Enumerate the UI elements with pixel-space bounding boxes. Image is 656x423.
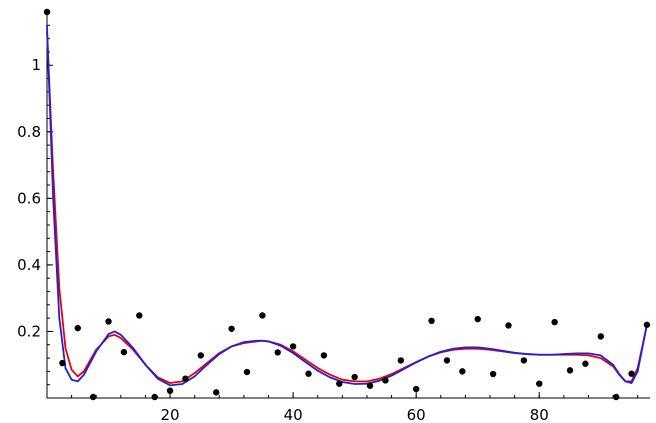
data-point <box>551 318 558 326</box>
y-tick-label: 0.4 <box>17 256 41 274</box>
series-line-2 <box>46 24 648 387</box>
data-point <box>643 321 651 328</box>
data-point <box>474 315 481 323</box>
data-point <box>443 357 451 364</box>
data-point <box>89 393 97 401</box>
y-tick-label: 0.8 <box>17 123 41 141</box>
data-point <box>459 368 466 375</box>
tick-labels: 20 40 60 80 0.2 0.4 0.6 0.8 1 <box>17 56 549 423</box>
data-point <box>197 352 205 359</box>
x-tick-label: 20 <box>161 406 180 423</box>
data-point <box>289 343 297 350</box>
data-point <box>382 377 389 384</box>
x-tick-label: 80 <box>530 406 549 423</box>
data-point <box>105 318 112 325</box>
data-point <box>320 352 328 359</box>
data-point <box>182 375 189 382</box>
data-point <box>305 370 312 377</box>
data-point <box>612 393 620 401</box>
data-point <box>59 359 66 367</box>
axes <box>46 11 650 399</box>
y-tick-label: 1 <box>31 56 41 74</box>
data-point <box>166 387 174 394</box>
x-tick-label: 40 <box>284 406 303 423</box>
data-point <box>74 324 81 332</box>
data-point <box>366 382 374 389</box>
series-lines <box>46 24 648 387</box>
data-point <box>120 348 128 356</box>
data-point <box>489 370 497 378</box>
data-point <box>259 312 266 319</box>
data-points <box>43 8 651 401</box>
y-tick-label: 0.6 <box>17 189 41 207</box>
data-point <box>151 393 158 401</box>
data-point <box>243 368 251 376</box>
data-point <box>336 380 343 387</box>
data-point <box>397 357 405 364</box>
data-point <box>274 349 281 356</box>
data-point <box>582 360 589 367</box>
data-point <box>351 373 358 381</box>
data-point <box>213 389 220 396</box>
x-tick-label: 60 <box>407 406 426 423</box>
y-tick-label: 0.2 <box>17 322 41 340</box>
data-point <box>43 8 51 16</box>
data-point <box>136 312 143 319</box>
data-point <box>412 385 420 393</box>
series-line-1 <box>46 31 648 384</box>
data-point <box>505 322 512 329</box>
data-point <box>597 333 604 340</box>
data-point <box>428 317 435 324</box>
data-point <box>628 370 635 377</box>
data-point <box>228 325 235 332</box>
data-point <box>520 357 528 364</box>
data-point <box>566 367 574 374</box>
data-point <box>536 380 543 387</box>
